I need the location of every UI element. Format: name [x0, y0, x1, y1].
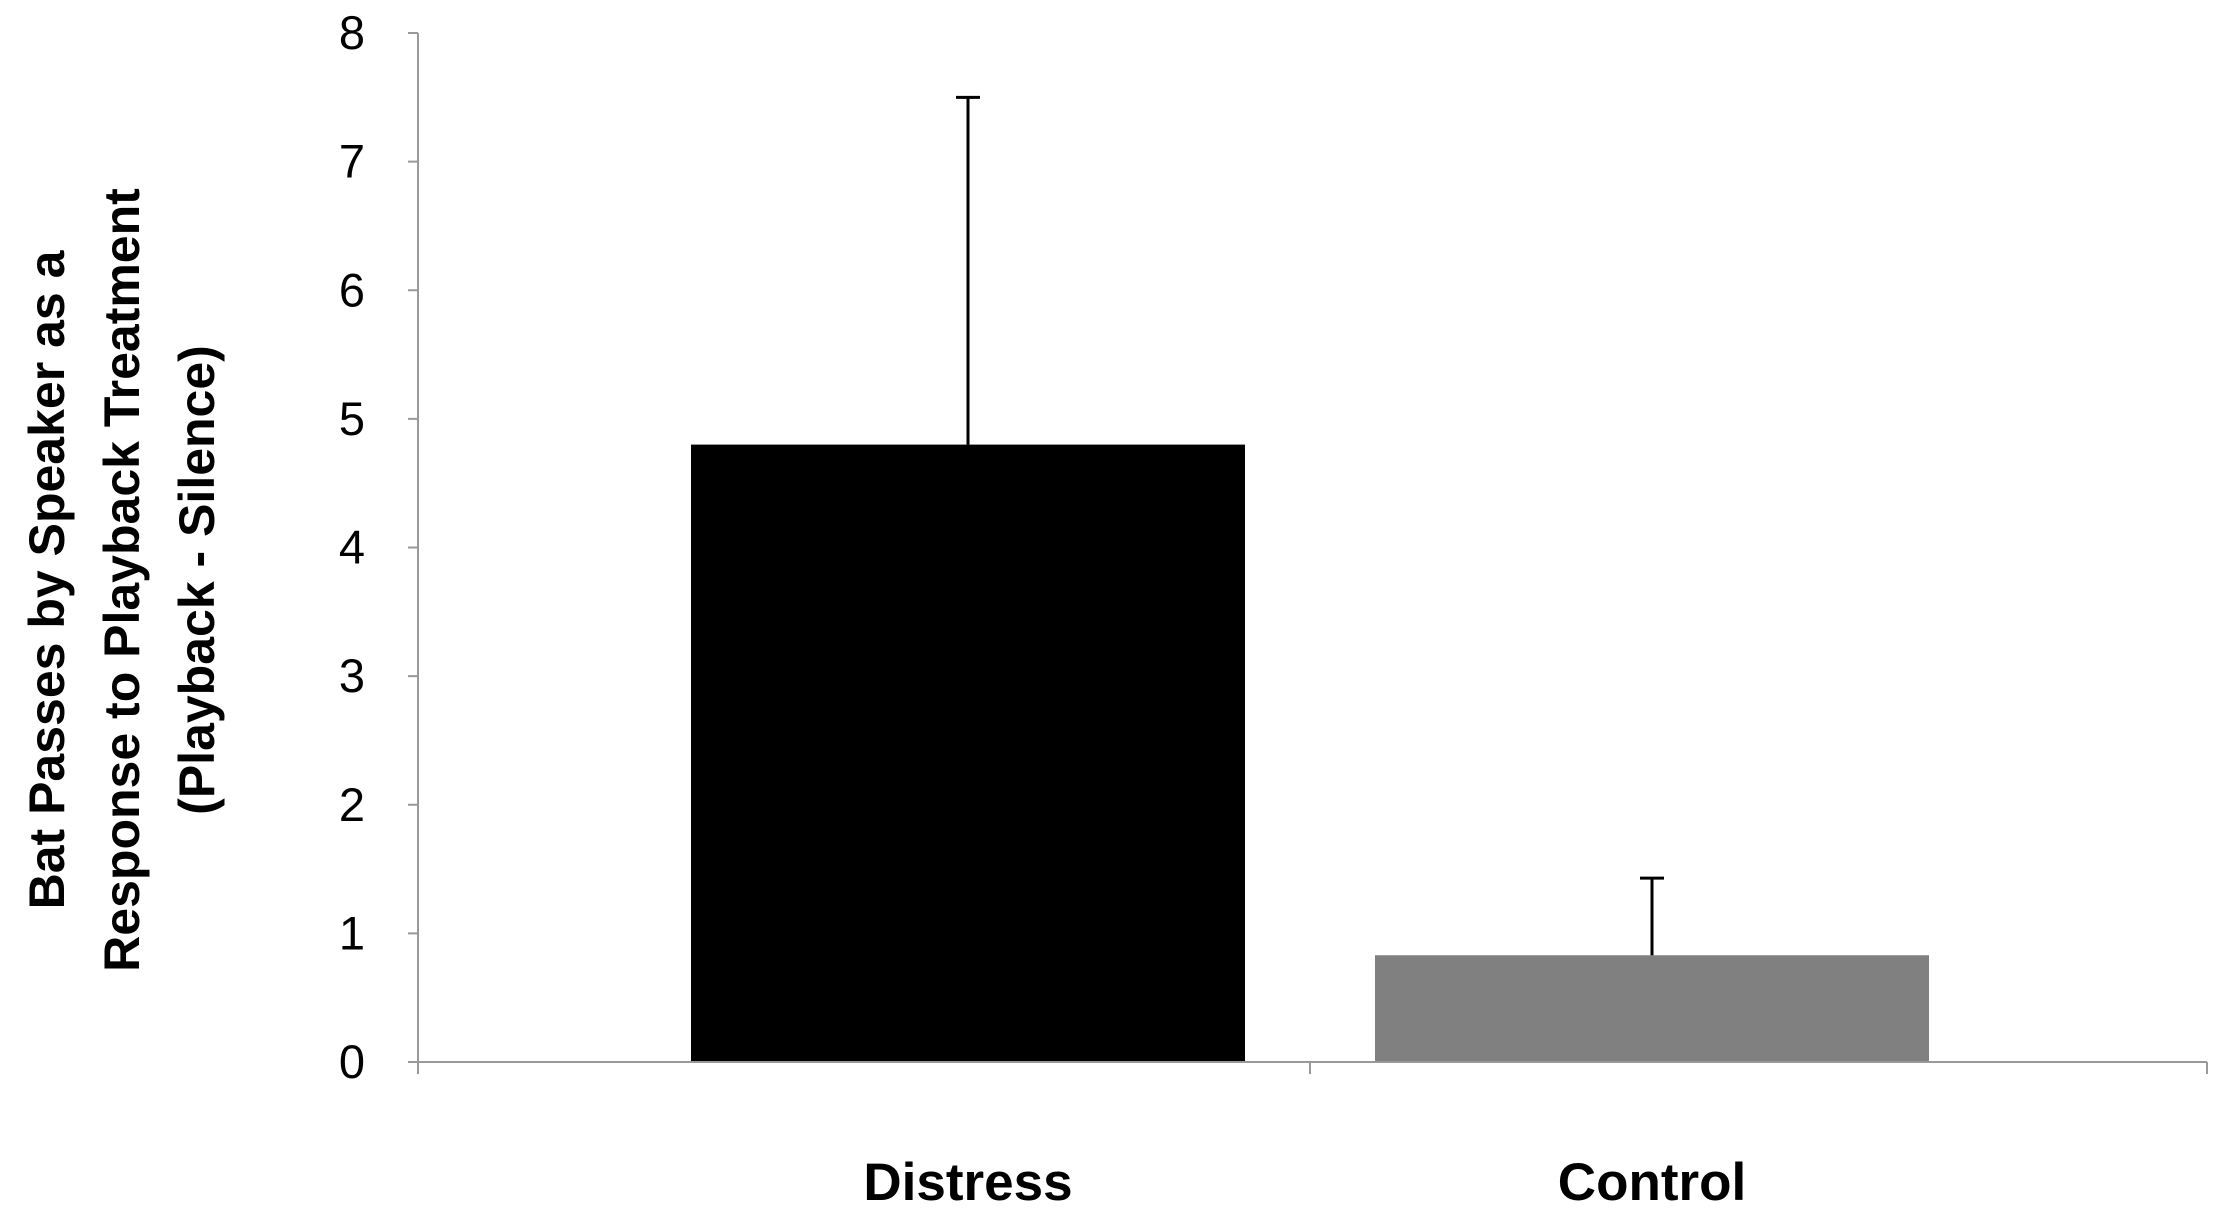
y-tick-label: 1	[339, 906, 365, 959]
bars	[691, 444, 1929, 1063]
bar-distress	[691, 444, 1245, 1063]
y-axis-title-line: Response to Playback Treatment	[94, 188, 150, 972]
y-tick-label: 4	[339, 521, 365, 574]
y-tick-label: 2	[339, 778, 365, 831]
y-tick-label: 0	[339, 1035, 365, 1088]
y-axis-ticks: 0 1 2 3 4 5 6 7 8	[339, 6, 365, 1088]
category-labels: Distress Control	[863, 1153, 1746, 1212]
y-tick-label: 7	[339, 135, 365, 188]
error-bars	[956, 95, 1664, 956]
axes	[408, 32, 2208, 1074]
y-axis-title-line: (Playback - Silence)	[169, 345, 225, 815]
category-label-control: Control	[1558, 1153, 1746, 1212]
y-tick-label: 6	[339, 263, 365, 316]
y-tick-label: 3	[339, 649, 365, 702]
y-tick-label: 8	[339, 6, 365, 59]
y-axis-title: Bat Passes by Speaker as a Response to Pl…	[19, 188, 225, 972]
y-axis-title-line: Bat Passes by Speaker as a	[19, 249, 75, 909]
y-tick-label: 5	[339, 392, 365, 445]
bar-control	[1375, 955, 1929, 1062]
category-label-distress: Distress	[863, 1153, 1072, 1212]
